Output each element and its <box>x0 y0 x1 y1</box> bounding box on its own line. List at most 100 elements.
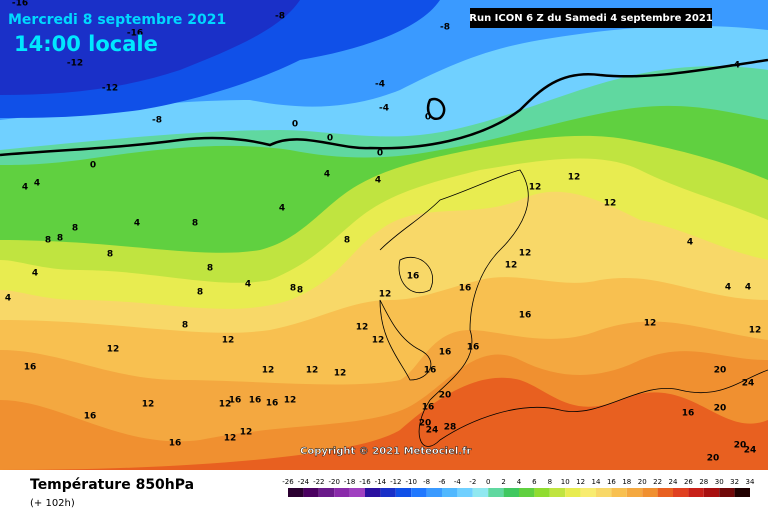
scale-swatch <box>657 488 673 497</box>
contour-label: 4 <box>245 280 251 290</box>
date: Mercredi 8 septembre 2021 <box>8 12 226 28</box>
scale-label: 8 <box>548 478 552 486</box>
contour-label: -12 <box>67 59 83 69</box>
scale-label: 10 <box>561 478 570 486</box>
copyright: Copyright © 2021 Meteociel.fr <box>300 446 471 457</box>
scale-label: -14 <box>375 478 387 486</box>
scale-swatch <box>719 488 735 497</box>
contour-label: 12 <box>240 428 253 438</box>
contour-label: 8 <box>290 284 296 294</box>
contour-label: 20 <box>439 391 452 401</box>
contour-label: 4 <box>34 179 40 189</box>
scale-swatch <box>442 488 458 497</box>
scale-label: 4 <box>517 478 522 486</box>
contour-label: -4 <box>730 61 740 71</box>
time: 14:00 locale <box>14 32 158 56</box>
coastlines <box>0 58 768 157</box>
scale-swatch <box>472 488 489 497</box>
contour-label: 0 <box>377 149 383 159</box>
run-box <box>470 8 712 28</box>
contour-label: 16 <box>459 284 472 294</box>
scale-label: -22 <box>313 478 324 486</box>
scale-swatch <box>334 488 350 497</box>
contour-label: 20 <box>714 366 727 376</box>
scale-swatch <box>303 488 319 497</box>
contour-label: -8 <box>275 12 285 22</box>
contour-label: 12 <box>749 326 762 336</box>
contour-label: 4 <box>725 283 731 293</box>
scale-swatch <box>703 488 720 497</box>
contour-label: 4 <box>279 204 285 214</box>
contour-label: 20 <box>419 419 432 429</box>
contour-label: 16 <box>407 272 420 282</box>
contour-label: 8 <box>57 234 63 244</box>
scale-swatch <box>426 488 442 497</box>
contour-label: 8 <box>45 236 51 246</box>
scale-label: -8 <box>423 478 430 486</box>
contour-label: 12 <box>519 249 532 259</box>
scale-swatch <box>380 488 396 497</box>
contour-label: 8 <box>207 264 213 274</box>
contour-label: 12 <box>604 199 617 209</box>
scale-label: -18 <box>344 478 355 486</box>
contour-label: 4 <box>5 294 11 304</box>
contour-label: 12 <box>284 396 297 406</box>
scale-swatch <box>626 488 643 497</box>
scale-swatch <box>519 488 535 497</box>
contour-label: 12 <box>372 336 385 346</box>
contour-label: 16 <box>169 439 182 449</box>
scale-swatch <box>565 488 581 497</box>
coastline <box>426 97 446 121</box>
contour-label: 20 <box>714 404 727 414</box>
contour-label: 16 <box>229 396 242 406</box>
contour-label: 16 <box>424 366 437 376</box>
contour-label: 12 <box>262 366 275 376</box>
scale-swatch <box>642 488 658 497</box>
contour-label: 16 <box>439 348 452 358</box>
contour-label: 16 <box>266 399 279 409</box>
scale-label: 2 <box>501 478 505 486</box>
contour-label: 0 <box>292 120 298 130</box>
scale-label: 28 <box>699 478 708 486</box>
scale-label: 6 <box>532 478 537 486</box>
scale-swatch <box>349 488 365 497</box>
scale-label: -2 <box>469 478 476 486</box>
scale-swatch <box>411 488 427 497</box>
scale-swatch <box>488 488 504 497</box>
contour-label: 20 <box>734 441 747 451</box>
scale-label: -24 <box>298 478 310 486</box>
contour-label: 4 <box>687 238 693 248</box>
contour-label: 8 <box>344 236 350 246</box>
scale-label: 32 <box>730 478 739 486</box>
scale-label: -4 <box>454 478 462 486</box>
scale-swatch <box>503 488 519 497</box>
contour-label: 16 <box>519 311 532 321</box>
scale-label: -16 <box>359 478 371 486</box>
contour-label: 4 <box>324 170 330 180</box>
contour-label: 20 <box>707 454 720 464</box>
scale-label: 30 <box>715 478 724 486</box>
scale-label: 20 <box>638 478 647 486</box>
scale-label: -10 <box>405 478 416 486</box>
contour-label: 16 <box>422 403 435 413</box>
contour-label: 24 <box>426 426 439 436</box>
contour-label: 8 <box>197 288 203 298</box>
contour-label: 16 <box>249 396 262 406</box>
contour-label: 12 <box>644 319 657 329</box>
contour-label: 12 <box>224 434 237 444</box>
contour-label: -16 <box>127 29 143 39</box>
scale-label: 22 <box>653 478 662 486</box>
contour-label: -4 <box>375 80 385 90</box>
contour-label: 16 <box>467 343 480 353</box>
contour-label: 4 <box>745 283 751 293</box>
contour-label: 28 <box>444 423 457 433</box>
contour-label: 12 <box>334 369 347 379</box>
footer-lead: (+ 102h) <box>30 498 75 509</box>
scale-swatch <box>734 488 750 497</box>
contour-label: 0 <box>327 134 333 144</box>
scale-label: 0 <box>486 478 490 486</box>
contour-label: -12 <box>102 84 118 94</box>
contour-label: 12 <box>219 400 232 410</box>
scale-swatch <box>318 488 335 497</box>
